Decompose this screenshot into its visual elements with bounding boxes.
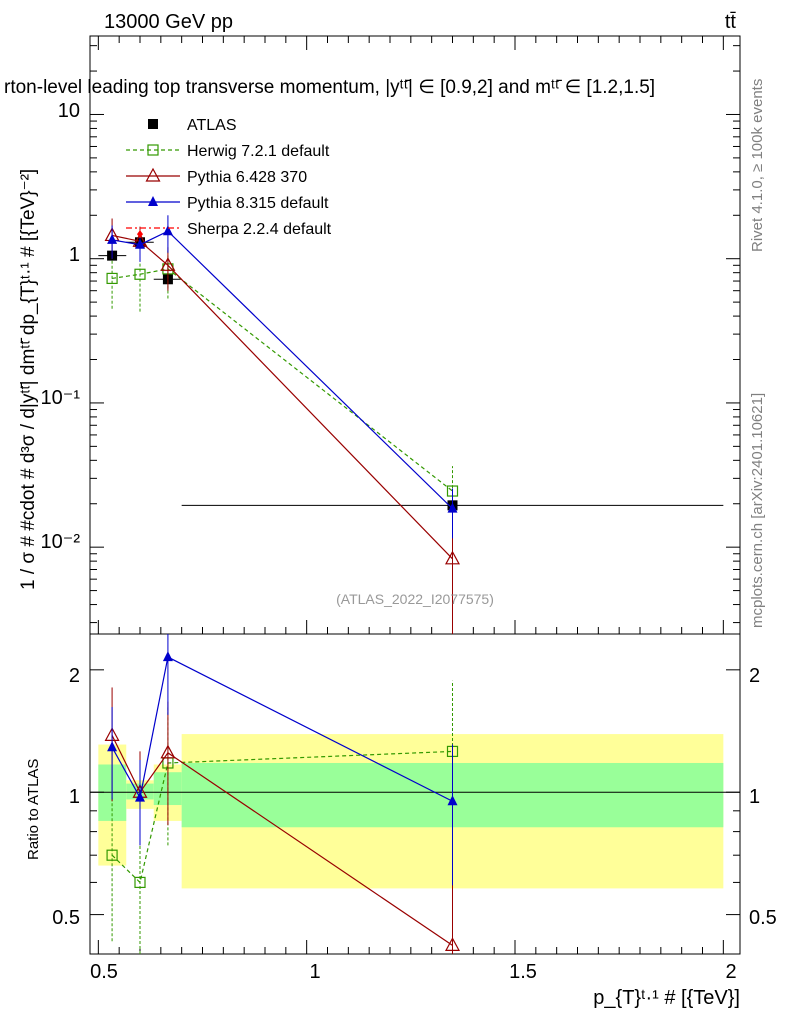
main-tick-label-0.01: 10⁻² bbox=[41, 531, 81, 553]
ratio-point-herwig-7-2-1-default bbox=[134, 876, 146, 889]
ratio-series bbox=[104, 634, 461, 954]
main-tick-label-0.1: 10⁻¹ bbox=[41, 387, 81, 409]
main-line-pythia-8-315-default bbox=[111, 230, 453, 510]
ratio-tick-label-0.5-left: 0.5 bbox=[52, 907, 80, 929]
ratio-point-pythia-8-315-default bbox=[162, 651, 173, 662]
main-series bbox=[98, 215, 724, 634]
main-point-pythia-8-315-default bbox=[447, 502, 458, 513]
ratio-tick-label-1-left: 1 bbox=[69, 786, 80, 808]
x-tick-label-1.5: 1.5 bbox=[509, 961, 537, 983]
x-axis-title: p_{T}ᵗ·¹ # [{TeV}] bbox=[593, 987, 740, 1009]
x-tick-label-2: 2 bbox=[725, 961, 736, 983]
main-point-herwig-7-2-1-default bbox=[134, 268, 146, 280]
main-line-pythia-6-428-370 bbox=[111, 234, 453, 560]
x-tick-label-1: 1 bbox=[309, 961, 320, 983]
main-point-pythia-8-315-default bbox=[107, 233, 118, 244]
main-point-pythia-8-315-default bbox=[135, 238, 145, 249]
legend-label-atlas: ATLAS bbox=[187, 117, 237, 134]
analysis-id: (ATLAS_2022_I2077575) bbox=[336, 591, 494, 607]
main-tick-label-10: 10 bbox=[58, 100, 80, 122]
axis-ticks bbox=[90, 36, 740, 954]
legend-label-pythia-8-315-default: Pythia 8.315 default bbox=[187, 195, 329, 212]
ratio-y-axis-title: Ratio to ATLAS bbox=[25, 759, 42, 860]
header-right: tt̄ bbox=[725, 11, 737, 33]
main-point-sherpa-2-2-4-default bbox=[137, 230, 143, 239]
ratio-point-pythia-6-428-370 bbox=[160, 744, 176, 759]
main-point-pythia-6-428-370 bbox=[160, 257, 176, 271]
ratio-tick-label-0.5-right: 0.5 bbox=[749, 907, 777, 929]
ratio-point-herwig-7-2-1-default bbox=[106, 849, 118, 861]
ratio-tick-label-2-left: 2 bbox=[69, 665, 80, 687]
plot-title: rton-level leading top transverse moment… bbox=[4, 77, 655, 98]
main-line-herwig-7-2-1-default bbox=[111, 268, 453, 492]
ratio-tick-label-2-right: 2 bbox=[749, 665, 760, 687]
ratio-line-herwig-7-2-1-default bbox=[111, 750, 453, 884]
x-tick-label-0.5: 0.5 bbox=[90, 961, 118, 983]
legend-marker-pythia-8-315-default bbox=[148, 196, 158, 206]
main-point-pythia-6-428-370 bbox=[444, 550, 461, 565]
main-y-axis-title: 1 / σ # #cdot # d³σ / d|yᵗᵗ̄| dmᵗᵗ̄ dp_{… bbox=[18, 169, 39, 590]
rivet-version: Rivet 4.1.0, ≥ 100k events bbox=[749, 79, 766, 252]
legend: ATLAS Herwig 7.2.1 default Pythia 6.428 37… bbox=[126, 117, 332, 238]
main-point-pythia-8-315-default bbox=[162, 225, 173, 236]
legend-label-pythia-6-428-370: Pythia 6.428 370 bbox=[187, 169, 307, 186]
ratio-point-pythia-8-315-default bbox=[107, 741, 118, 752]
legend-marker-herwig-7-2-1-default bbox=[147, 144, 159, 156]
ratio-line-pythia-6-428-370 bbox=[111, 735, 453, 946]
main-point-herwig-7-2-1-default bbox=[106, 272, 118, 285]
header-left: 13000 GeV pp bbox=[104, 11, 233, 33]
main-tick-label-1: 1 bbox=[69, 244, 80, 266]
ratio-bands bbox=[90, 734, 740, 889]
legend-marker-atlas bbox=[148, 119, 158, 129]
ratio-point-pythia-8-315-default bbox=[135, 791, 145, 802]
legend-label-herwig-7-2-1-default: Herwig 7.2.1 default bbox=[187, 143, 330, 160]
ratio-tick-label-1-right: 1 bbox=[749, 786, 760, 808]
legend-marker-pythia-6-428-370 bbox=[145, 167, 161, 182]
ratio-line-pythia-8-315-default bbox=[111, 656, 453, 802]
legend-label-sherpa-2-2-4-default: Sherpa 2.2.4 default bbox=[187, 221, 332, 238]
ratio-point-pythia-8-315-default bbox=[447, 795, 458, 806]
ratio-frame bbox=[89, 633, 741, 955]
mcplots-citation: mcplots.cern.ch [arXiv:2401.10621] bbox=[749, 393, 766, 628]
ratio-point-pythia-6-428-370 bbox=[444, 937, 461, 951]
